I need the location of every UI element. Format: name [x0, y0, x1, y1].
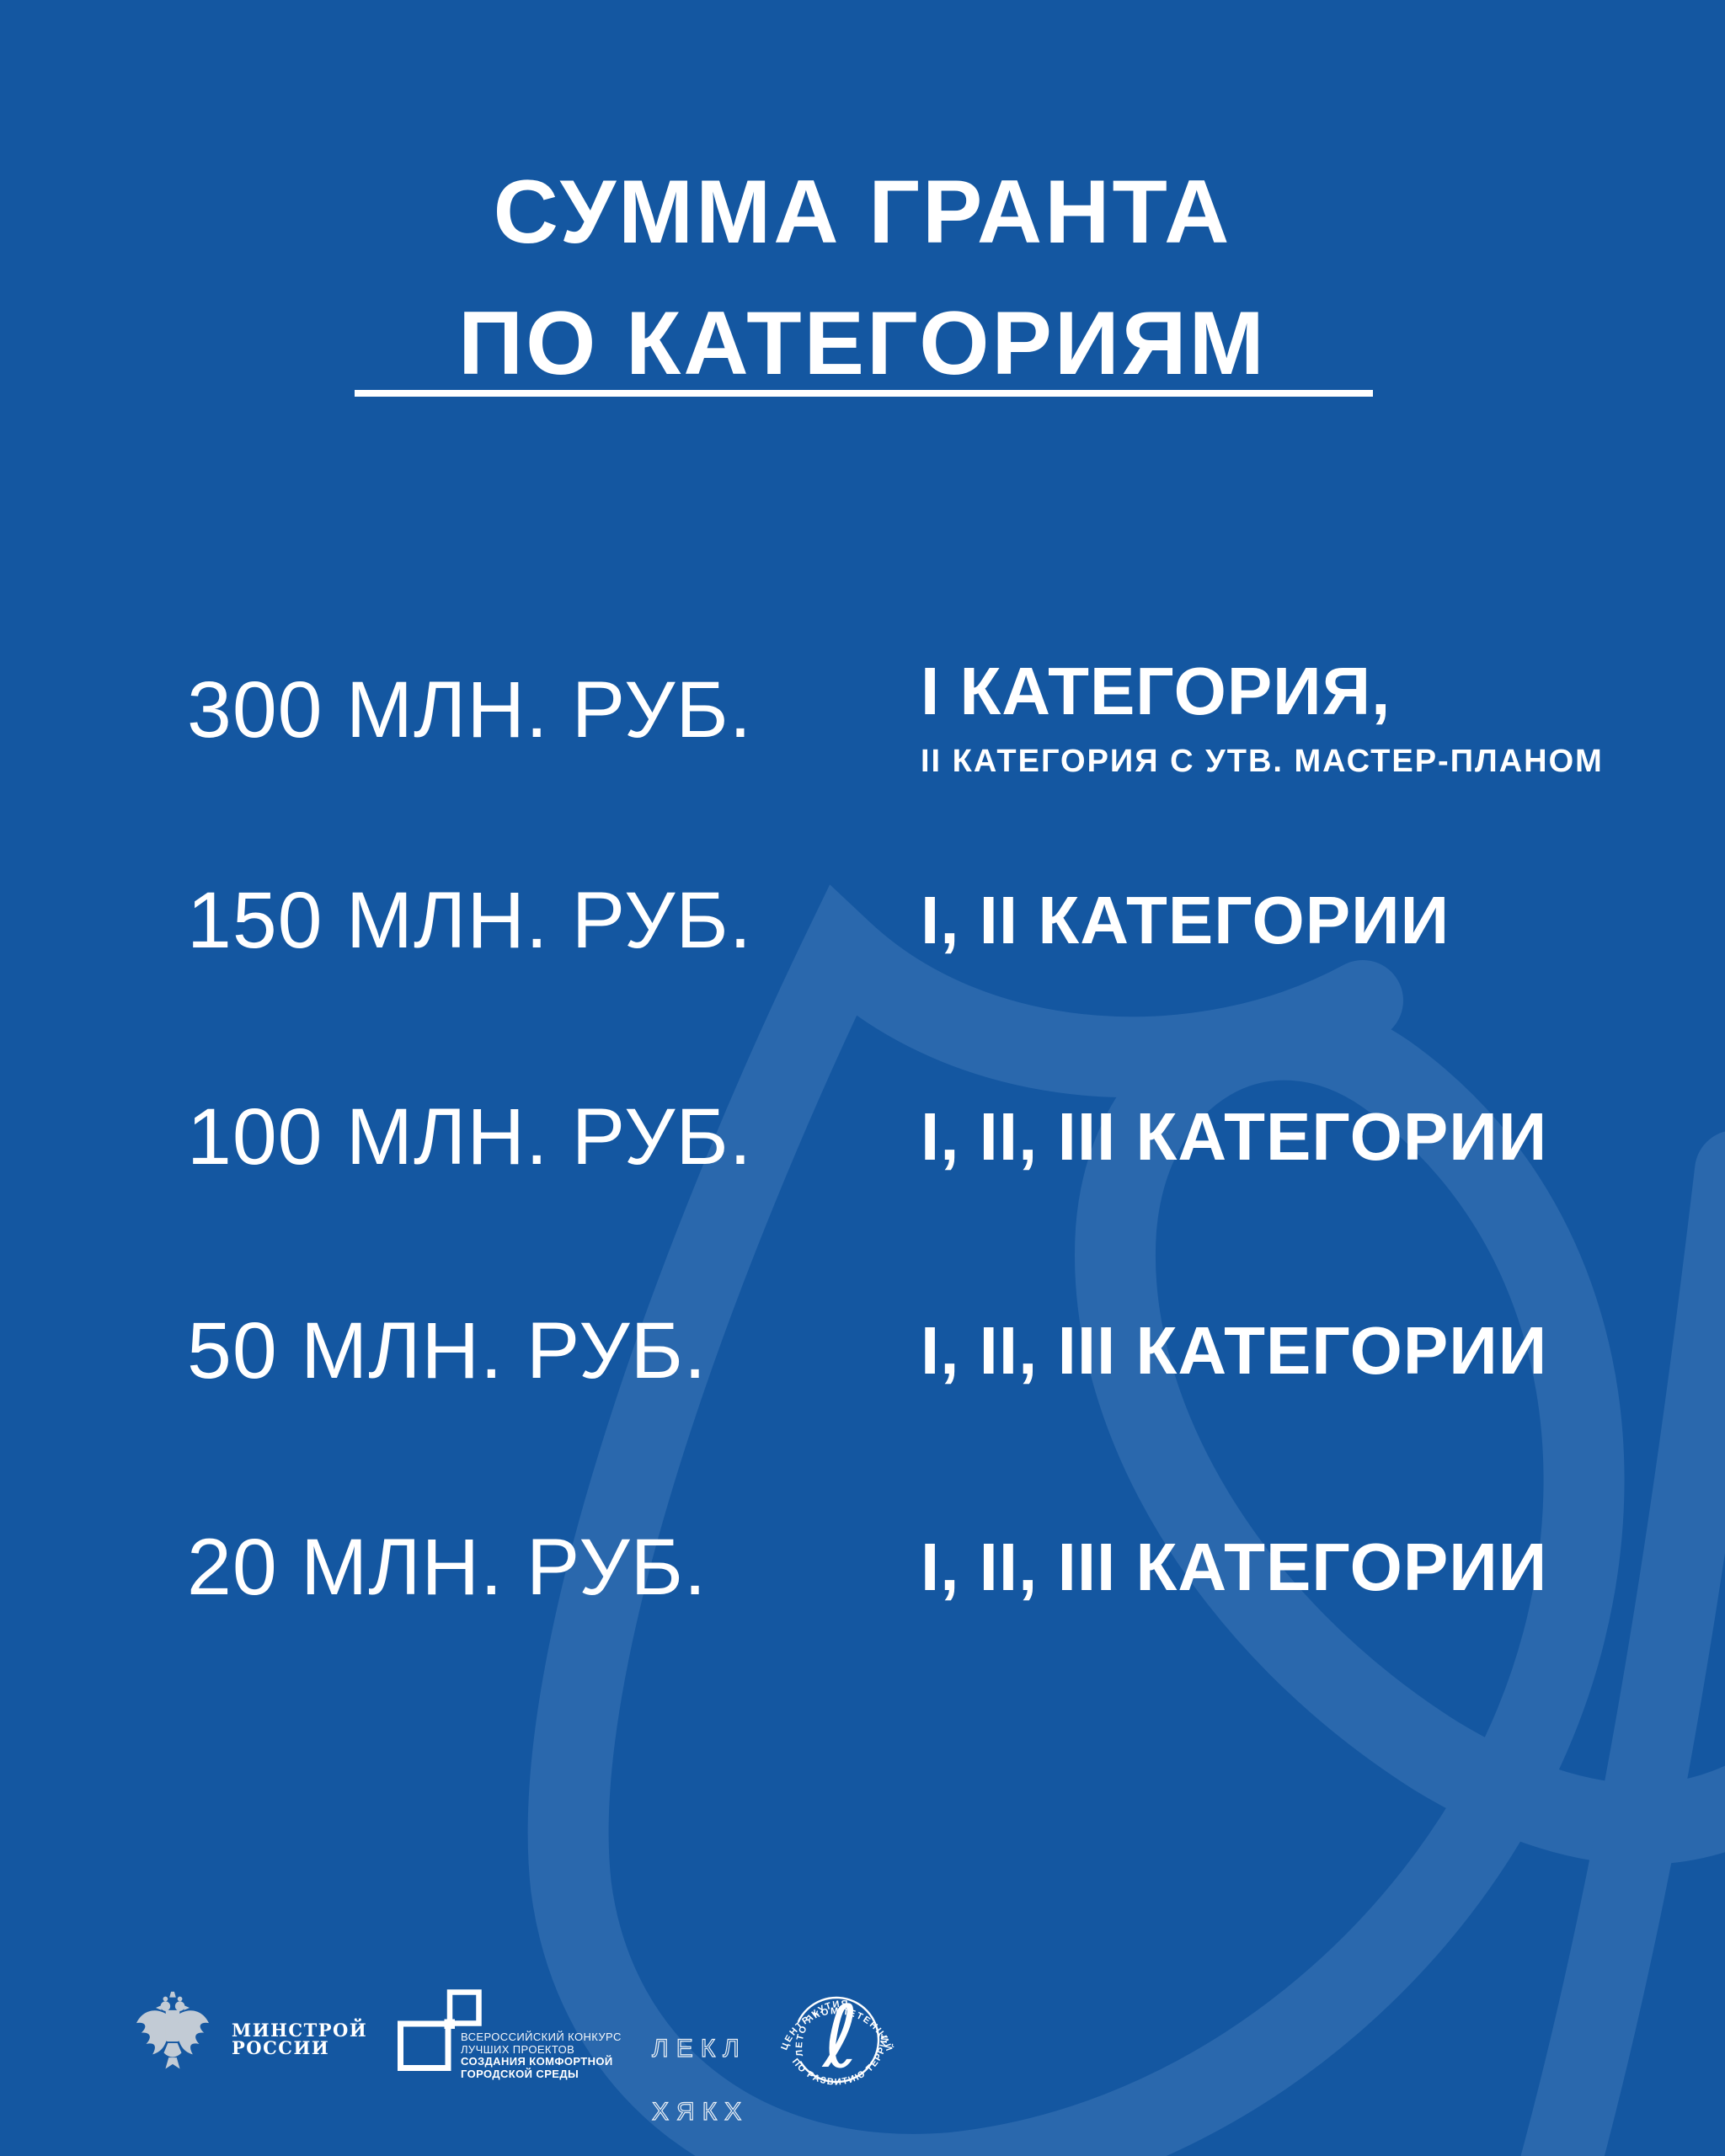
minstroy-wordmark: МИНСТРОЙ РОССИИ: [232, 1990, 367, 2079]
grant-row: 150 МЛН. РУБ. I, II КАТЕГОРИИ: [187, 828, 1631, 1013]
yakutia-pattern-logo: ЛЕКЛ ХЯКХ РУЛД ДИИД: [651, 1996, 753, 2156]
grant-categories: I, II, III КАТЕГОРИИ: [921, 1099, 1548, 1174]
grant-categories-block: I КАТЕГОРИЯ, II КАТЕГОРИЯ С УТВ. МАСТЕР-…: [921, 641, 1631, 780]
grant-categories: I, II, III КАТЕГОРИИ: [921, 1313, 1548, 1388]
grant-row: 100 МЛН. РУБ. I, II, III КАТЕГОРИИ: [187, 1044, 1631, 1230]
title-underline: [355, 390, 1373, 397]
grant-categories: I, II КАТЕГОРИИ: [921, 883, 1450, 958]
contest-line2: ЛУЧШИХ ПРОЕКТОВ: [461, 2042, 575, 2056]
grant-categories: I, II, III КАТЕГОРИИ: [921, 1529, 1548, 1604]
grant-categories-note: II КАТЕГОРИЯ С УТВ. МАСТЕР-ПЛАНОМ: [921, 743, 1604, 779]
minstroy-line1: МИНСТРОЙ: [232, 2020, 368, 2041]
competence-center-logo: ЦЕНТР КОМПЕТЕНЦИЙ ПО РАЗВИТИЮ ТЕРРИТОРИЙ…: [775, 1972, 905, 2099]
page-title-line1: СУММА ГРАНТА: [493, 161, 1232, 262]
double-headed-eagle-icon: [136, 1991, 209, 2069]
contest-wordmark: ВСЕРОССИЙСКИЙ КОНКУРС ЛУЧШИХ ПРОЕКТОВ СО…: [461, 2031, 622, 2080]
pattern-row: ЛЕКЛ: [651, 2035, 747, 2063]
grant-row: 20 МЛН. РУБ. I, II, III КАТЕГОРИИ: [187, 1475, 1631, 1660]
grant-row: 50 МЛН. РУБ. I, II, III КАТЕГОРИИ: [187, 1258, 1631, 1444]
grant-amount: 20 МЛН. РУБ.: [187, 1522, 708, 1612]
contest-squares-icon: [398, 1989, 482, 2071]
contest-line3: СОЗДАНИЯ КОМФОРТНОЙ: [461, 2055, 613, 2068]
grant-categories-block: I, II, III КАТЕГОРИИ: [921, 1098, 1631, 1176]
grant-categories-block: I, II КАТЕГОРИИ: [921, 882, 1631, 959]
minstroy-logo: МИНСТРОЙ РОССИИ: [132, 1990, 367, 2079]
grant-categories-block: I, II, III КАТЕГОРИИ: [921, 1529, 1631, 1606]
grant-categories-block: I, II, III КАТЕГОРИИ: [921, 1312, 1631, 1390]
grant-amount: 100 МЛН. РУБ.: [187, 1091, 753, 1182]
minstroy-line2: РОССИИ: [232, 2037, 330, 2058]
competence-center-stamp-icon: ЦЕНТР КОМПЕТЕНЦИЙ ПО РАЗВИТИЮ ТЕРРИТОРИЙ…: [775, 1972, 894, 2088]
page-title-line2: ПО КАТЕГОРИЯМ: [458, 292, 1267, 394]
contest-logo: ВСЕРОССИЙСКИЙ КОНКУРС ЛУЧШИХ ПРОЕКТОВ СО…: [397, 1989, 621, 2090]
page-title: СУММА ГРАНТА ПО КАТЕГОРИЯМ: [0, 146, 1725, 408]
contest-line4: ГОРОДСКОЙ СРЕДЫ: [461, 2067, 579, 2080]
grant-categories: I КАТЕГОРИЯ,: [921, 653, 1391, 728]
grant-row: 300 МЛН. РУБ. I КАТЕГОРИЯ, II КАТЕГОРИЯ …: [187, 617, 1631, 803]
grant-amount: 150 МЛН. РУБ.: [187, 875, 753, 965]
pattern-row: ХЯКХ: [651, 2098, 750, 2126]
grant-amount: 50 МЛН. РУБ.: [187, 1305, 708, 1396]
grant-amount: 300 МЛН. РУБ.: [187, 664, 753, 755]
stamp-script-glyph: ℓ: [821, 1988, 858, 2088]
contest-line1: ВСЕРОССИЙСКИЙ КОНКУРС: [461, 2031, 622, 2043]
